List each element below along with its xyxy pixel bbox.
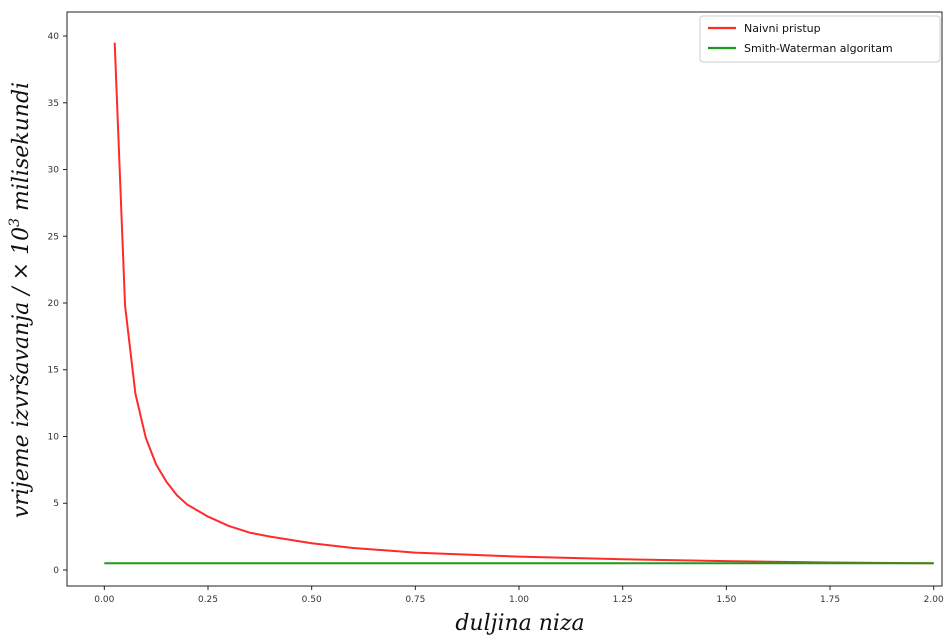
x-tick-label: 0.50 bbox=[302, 595, 322, 605]
y-tick-label: 30 bbox=[48, 166, 60, 176]
y-tick-label: 40 bbox=[48, 32, 60, 42]
y-axis-label-prefix: vrijeme izvršavanja / × 10 bbox=[9, 227, 34, 518]
y-tick-label: 5 bbox=[53, 499, 59, 509]
legend: Naivni pristup Smith-Waterman algoritam bbox=[699, 15, 941, 63]
y-axis-label: vrijeme izvršavanja / × 103 milisekundi bbox=[7, 82, 34, 518]
x-axis-label: duljina niza bbox=[455, 611, 584, 636]
legend-label-naivni: Naivni pristup bbox=[744, 22, 821, 35]
y-tick-label: 20 bbox=[48, 299, 60, 309]
legend-label-smith-waterman: Smith-Waterman algoritam bbox=[744, 42, 893, 55]
y-axis: 0 5 10 15 20 25 30 35 40 bbox=[48, 32, 67, 576]
x-tick-label: 0.00 bbox=[94, 595, 114, 605]
y-axis-label-exponent: 3 bbox=[7, 218, 23, 227]
x-tick-label: 1.25 bbox=[613, 595, 633, 605]
x-tick-label: 0.75 bbox=[405, 595, 425, 605]
plot-frame bbox=[66, 11, 943, 587]
x-tick-label: 1.00 bbox=[509, 595, 529, 605]
x-tick-label: 1.75 bbox=[820, 595, 840, 605]
x-tick-label: 2.00 bbox=[924, 595, 944, 605]
y-tick-label: 15 bbox=[48, 366, 59, 376]
series-lines bbox=[104, 42, 934, 565]
x-axis: 0.00 0.25 0.50 0.75 1.00 1.25 1.50 1.75 2.00 bbox=[94, 586, 944, 605]
legend-box bbox=[699, 15, 941, 63]
y-tick-label: 35 bbox=[48, 99, 59, 109]
y-tick-label: 10 bbox=[48, 432, 60, 442]
y-axis-label-suffix: milisekundi bbox=[9, 82, 34, 218]
x-tick-label: 0.25 bbox=[198, 595, 218, 605]
series-line-naivni bbox=[113, 42, 934, 565]
y-tick-label: 0 bbox=[53, 566, 59, 576]
y-tick-label: 25 bbox=[48, 232, 59, 242]
x-tick-label: 1.50 bbox=[716, 595, 736, 605]
